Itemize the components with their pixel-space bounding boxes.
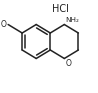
Text: HCl: HCl [52,4,69,14]
Text: O: O [66,60,72,69]
Text: NH₂: NH₂ [65,17,79,23]
Text: O: O [0,20,6,29]
